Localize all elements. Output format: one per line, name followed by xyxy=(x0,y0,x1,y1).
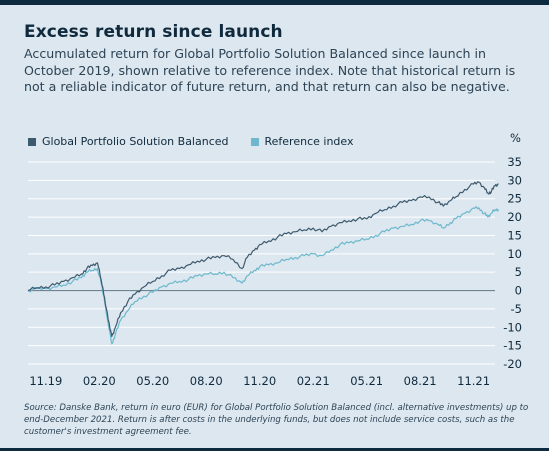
legend-label-reference: Reference index xyxy=(264,135,354,148)
source-note: Source: Danske Bank, return in euro (EUR… xyxy=(24,403,529,437)
top-bar xyxy=(0,0,549,5)
line-chart: 35 30 25 20 15 10 5 0 -5 -10 -15 -20 11.19 02.20 05.20… xyxy=(27,155,522,388)
x-tick-label: 11.21 xyxy=(457,374,490,388)
y-tick-label: 25 xyxy=(507,192,522,206)
y-tick-label: 5 xyxy=(515,265,522,279)
legend-swatch-reference xyxy=(250,137,259,146)
x-tick-label: 11.19 xyxy=(29,374,62,388)
x-tick-label: 02.21 xyxy=(297,374,330,388)
chart-title: Excess return since launch xyxy=(24,22,283,42)
series-line-fund xyxy=(27,181,499,338)
x-tick-label: 11.20 xyxy=(243,374,276,388)
legend-label-fund: Global Portfolio Solution Balanced xyxy=(42,135,229,148)
bottom-bar xyxy=(0,448,549,451)
y-tick-label: 0 xyxy=(515,284,522,298)
chart-subtitle: Accumulated return for Global Portfolio … xyxy=(24,46,516,94)
legend: Global Portfolio Solution Balanced Refer… xyxy=(28,135,353,148)
y-tick-label: 10 xyxy=(507,247,522,261)
y-axis-unit: % xyxy=(510,131,521,145)
x-tick-label: 08.21 xyxy=(404,374,437,388)
x-tick-label: 05.21 xyxy=(350,374,383,388)
x-tick-label: 08.20 xyxy=(190,374,223,388)
legend-item-reference: Reference index xyxy=(250,135,354,148)
y-tick-label: 30 xyxy=(507,173,522,187)
y-tick-label: -10 xyxy=(503,320,522,334)
y-tick-label: 15 xyxy=(507,228,522,242)
y-tick-label: 35 xyxy=(507,155,522,169)
y-tick-label: -5 xyxy=(511,302,522,316)
x-tick-label: 05.20 xyxy=(136,374,169,388)
y-tick-label: -20 xyxy=(503,357,522,371)
y-tick-label: 20 xyxy=(507,210,522,224)
y-tick-label: -15 xyxy=(503,339,522,353)
x-tick-label: 02.20 xyxy=(83,374,116,388)
series-line-reference xyxy=(27,206,500,345)
legend-item-fund: Global Portfolio Solution Balanced xyxy=(28,135,229,148)
legend-swatch-fund xyxy=(28,137,36,146)
